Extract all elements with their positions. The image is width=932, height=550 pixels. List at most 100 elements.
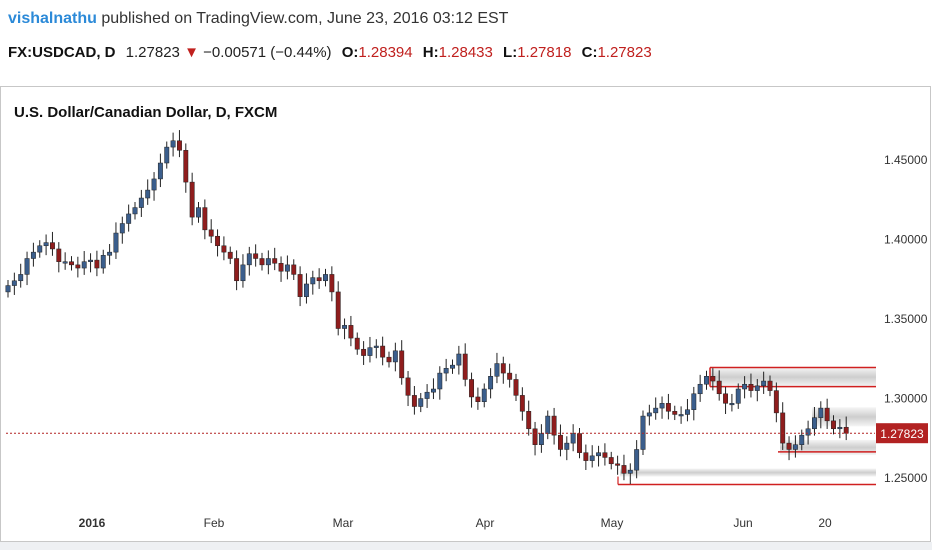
candle-body (291, 264, 297, 275)
candle-body (221, 245, 227, 253)
candle-body (627, 469, 633, 474)
x-tick-label: Jun (733, 516, 752, 530)
publish-text: published on TradingView.com, June 23, 2… (101, 10, 509, 27)
candle-body (202, 207, 208, 231)
x-tick-label: 20 (818, 516, 832, 530)
candle-body (538, 433, 544, 445)
quote-line: FX:USDCAD, D 1.27823 ▼ −0.00571 (−0.44%)… (8, 44, 652, 61)
candle-body (69, 261, 74, 266)
chart-title: U.S. Dollar/Canadian Dollar, D, FXCM (14, 104, 278, 121)
candle-body (310, 277, 316, 285)
candle-body (691, 393, 697, 410)
chart-header: vishalnathu published on TradingView.com… (0, 0, 932, 86)
candle-body (405, 377, 411, 396)
y-tick-label: 1.35000 (884, 312, 928, 326)
close-value: 1.27823 (597, 44, 652, 61)
candle-body (75, 264, 81, 269)
high-label: H: (422, 44, 439, 61)
candle-body (215, 235, 221, 247)
candle-body (56, 248, 62, 262)
candle-body (710, 376, 716, 382)
y-tick-label: 1.40000 (884, 232, 928, 246)
candle-body (685, 409, 690, 415)
y-tick-label: 1.45000 (884, 153, 928, 167)
price-overlay: 1.27823 (6, 423, 928, 444)
candle-body (94, 259, 100, 269)
candle-body (392, 350, 398, 363)
candle-body (265, 258, 271, 266)
candle-body (132, 207, 138, 215)
candle-body (431, 388, 436, 393)
candle-body (5, 285, 11, 293)
candle-body (126, 213, 132, 224)
candle-body (399, 350, 405, 379)
candle-body (589, 455, 595, 461)
candle-body (342, 325, 348, 329)
candle-body (227, 251, 233, 259)
resistance-zone (710, 367, 876, 387)
candle-body (24, 258, 30, 275)
candle-body (773, 390, 779, 414)
author-link[interactable]: vishalnathu (8, 10, 97, 27)
candle-body (43, 242, 49, 247)
candle-body (818, 407, 824, 418)
candle-body (570, 433, 576, 444)
candle-body (526, 411, 532, 430)
candle-body (786, 442, 792, 450)
candle-body (799, 434, 805, 445)
candle-body (843, 426, 849, 434)
candle-body (196, 207, 201, 218)
candle-body (767, 380, 773, 391)
x-tick-label: Mar (333, 516, 354, 530)
candle-body (735, 388, 741, 404)
candle-body (697, 383, 703, 395)
last-price: 1.27823 (125, 44, 180, 61)
candle-body (11, 280, 17, 286)
candle-body (157, 162, 163, 180)
candle-body (30, 251, 36, 259)
candle-body (653, 407, 659, 414)
candle-body (240, 264, 246, 282)
candle-body (665, 403, 671, 412)
candle-body (424, 391, 430, 399)
candle-body (615, 463, 621, 466)
candle-body (780, 412, 786, 444)
candle-body (748, 383, 754, 391)
candle-body (208, 229, 214, 237)
down-arrow-icon: ▼ (184, 44, 199, 61)
candle-body (259, 258, 265, 266)
candle-body (596, 452, 601, 457)
candle-body (170, 140, 176, 148)
candle-body (831, 420, 836, 430)
symbol-label: FX:USDCAD, D (8, 44, 116, 61)
x-tick-label: 2016 (79, 516, 106, 530)
candle-body (361, 348, 367, 356)
candle-body (304, 283, 309, 297)
candle-body (659, 403, 665, 409)
candle-body (729, 403, 735, 406)
candle-body (812, 417, 817, 430)
candle-body (500, 363, 506, 374)
candle-body (805, 428, 811, 436)
candle-body (837, 426, 843, 430)
x-tick-label: Apr (476, 516, 495, 530)
bottom-band (0, 542, 932, 550)
candle-body (532, 428, 538, 445)
candle-body (335, 291, 341, 329)
candle-body (284, 264, 290, 272)
candle-body (411, 395, 417, 407)
candle-body (297, 274, 303, 297)
candle-body (107, 251, 113, 256)
y-tick-label: 1.30000 (884, 392, 928, 406)
candle-body (551, 415, 557, 436)
candle-body (316, 277, 322, 282)
candle-body (272, 258, 278, 264)
candle-body (824, 407, 830, 422)
candle-body (723, 393, 728, 404)
candle-body (507, 372, 513, 380)
y-tick-label: 1.25000 (884, 471, 928, 485)
low-label: L: (503, 44, 518, 61)
candle-body (145, 189, 151, 199)
last-price-tag (876, 423, 928, 444)
